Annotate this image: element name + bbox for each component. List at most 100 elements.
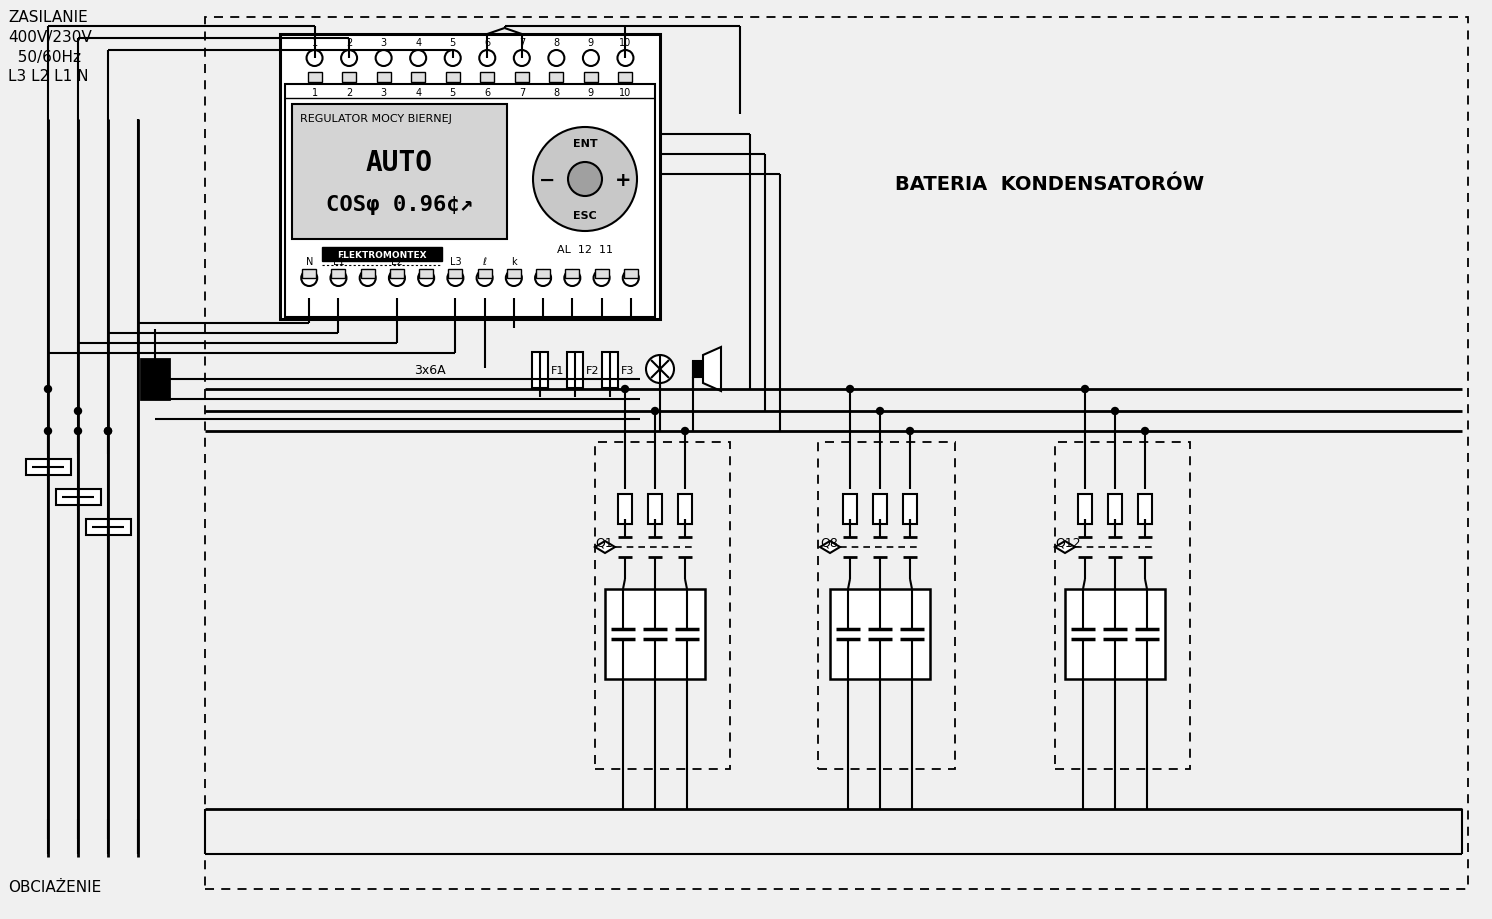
Circle shape: [1082, 386, 1089, 393]
Bar: [342, 73, 357, 83]
Bar: [412, 73, 425, 83]
Text: 2: 2: [346, 38, 352, 48]
Bar: [595, 443, 730, 769]
Circle shape: [418, 271, 434, 287]
Text: 9: 9: [588, 88, 594, 98]
Bar: [624, 269, 637, 278]
Text: F1: F1: [551, 366, 564, 376]
Text: 7: 7: [519, 88, 525, 98]
Bar: [1138, 494, 1152, 525]
Circle shape: [846, 386, 853, 393]
Circle shape: [549, 51, 564, 67]
Bar: [292, 105, 507, 240]
Text: 8: 8: [554, 38, 560, 48]
Bar: [1055, 443, 1191, 769]
Bar: [619, 73, 633, 83]
Bar: [1079, 494, 1092, 525]
Text: 2: 2: [346, 88, 352, 98]
Bar: [692, 361, 703, 378]
Text: 6: 6: [485, 88, 491, 98]
Text: 5: 5: [449, 88, 457, 98]
Circle shape: [568, 163, 601, 197]
Bar: [285, 85, 655, 318]
Text: Q12: Q12: [1055, 536, 1080, 549]
Polygon shape: [821, 541, 840, 553]
Circle shape: [410, 51, 427, 67]
Bar: [818, 443, 955, 769]
Bar: [873, 494, 888, 525]
Circle shape: [360, 271, 376, 287]
Text: −: −: [539, 170, 555, 189]
Bar: [303, 269, 316, 278]
Bar: [204, 18, 1468, 889]
Circle shape: [479, 51, 495, 67]
Bar: [477, 269, 492, 278]
Polygon shape: [703, 347, 721, 391]
Text: AL  12  11: AL 12 11: [557, 244, 613, 255]
Circle shape: [533, 128, 637, 232]
Circle shape: [306, 51, 322, 67]
Circle shape: [536, 271, 551, 287]
Bar: [565, 269, 579, 278]
Bar: [583, 73, 598, 83]
Bar: [843, 494, 856, 525]
Bar: [903, 494, 918, 525]
Text: 4: 4: [415, 88, 421, 98]
Text: 3: 3: [380, 88, 386, 98]
Text: Q1: Q1: [595, 536, 613, 549]
Circle shape: [618, 51, 634, 67]
Circle shape: [622, 271, 639, 287]
Bar: [1065, 589, 1165, 679]
Circle shape: [75, 428, 82, 435]
Text: REGULATOR MOCY BIERNEJ: REGULATOR MOCY BIERNEJ: [300, 114, 452, 124]
Text: k: k: [512, 256, 516, 267]
Bar: [389, 269, 404, 278]
Bar: [594, 269, 609, 278]
Text: 8: 8: [554, 88, 560, 98]
Bar: [648, 494, 662, 525]
Text: 10: 10: [619, 38, 631, 48]
Circle shape: [682, 428, 688, 435]
Text: +: +: [615, 170, 631, 189]
Text: ENT: ENT: [573, 139, 597, 149]
Text: 7: 7: [519, 38, 525, 48]
Circle shape: [1141, 428, 1149, 435]
Circle shape: [104, 428, 112, 435]
Bar: [567, 353, 583, 389]
Text: 6: 6: [485, 38, 491, 48]
Text: Q8: Q8: [821, 536, 839, 549]
Bar: [677, 494, 692, 525]
Bar: [480, 73, 494, 83]
Bar: [331, 269, 346, 278]
Circle shape: [45, 386, 52, 393]
Bar: [1109, 494, 1122, 525]
Text: N: N: [306, 256, 313, 267]
Bar: [419, 269, 433, 278]
Circle shape: [389, 271, 404, 287]
Circle shape: [513, 51, 530, 67]
Text: ZASILANIE
400V/230V
  50/60Hz
L3 L2 L1 N: ZASILANIE 400V/230V 50/60Hz L3 L2 L1 N: [7, 10, 91, 85]
Circle shape: [622, 386, 628, 393]
Bar: [361, 269, 374, 278]
Bar: [376, 73, 391, 83]
Bar: [507, 269, 521, 278]
Bar: [87, 519, 131, 536]
Bar: [280, 35, 659, 320]
Bar: [536, 269, 551, 278]
Circle shape: [342, 51, 357, 67]
Circle shape: [646, 356, 674, 383]
Circle shape: [448, 271, 464, 287]
Circle shape: [45, 428, 52, 435]
Bar: [830, 589, 930, 679]
Circle shape: [330, 271, 346, 287]
Circle shape: [376, 51, 391, 67]
Text: ℓ: ℓ: [482, 256, 486, 267]
Circle shape: [876, 408, 883, 415]
Circle shape: [75, 408, 82, 415]
Circle shape: [583, 51, 598, 67]
Text: L2: L2: [391, 256, 403, 267]
Text: OBCIAŻENIE: OBCIAŻENIE: [7, 879, 101, 894]
Circle shape: [564, 271, 580, 287]
Text: ELEKTROMONTEX: ELEKTROMONTEX: [337, 250, 427, 259]
Bar: [549, 73, 564, 83]
